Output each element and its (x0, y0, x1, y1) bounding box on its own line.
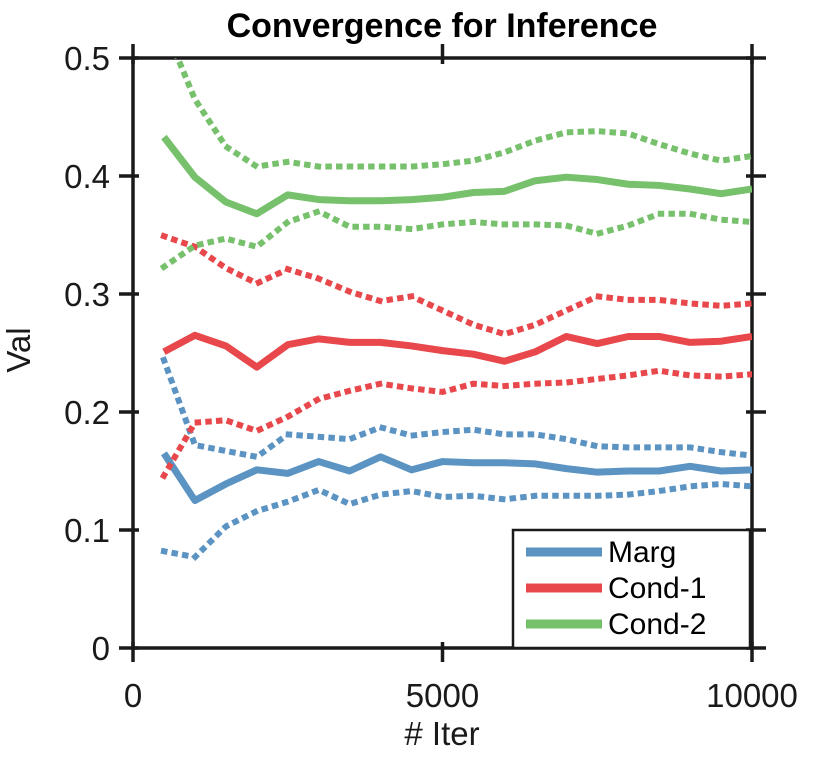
series-cond-2-upper-bound-line (174, 58, 752, 170)
y-tick-label: 0.1 (64, 512, 110, 549)
series-cond-1-mean-line (162, 331, 752, 371)
series-marg-mean-line (161, 451, 752, 504)
y-tick-label: 0 (92, 630, 110, 667)
legend-label-cond-2: Cond-2 (608, 608, 706, 641)
series-lines (159, 58, 752, 561)
series-marg-lower-bound-line (160, 480, 752, 561)
legend-label-cond-1: Cond-1 (608, 572, 706, 605)
y-tick-label: 0.2 (64, 394, 110, 431)
y-tick-label: 0.5 (64, 40, 110, 77)
series-cond-2-lower-bound-line (159, 208, 752, 272)
series-marg-upper-bound-line (160, 356, 752, 460)
legend-label-marg: Marg (608, 536, 676, 569)
series-cond-2-mean-line (161, 134, 752, 218)
legend-item-cond-2: Cond-2 (526, 608, 706, 641)
tick-labels: 0 0.1 0.2 0.3 0.4 0.5 0 5000 10000 (64, 40, 798, 714)
plot-box (131, 56, 754, 650)
y-axis-label: Val (0, 327, 37, 372)
x-tick-label: 0 (124, 677, 142, 714)
chart-title: Convergence for Inference (227, 7, 658, 45)
x-tick-label: 10000 (706, 677, 798, 714)
legend-item-marg: Marg (526, 536, 676, 569)
series-cond-1-lower-bound-line (159, 367, 752, 480)
legend-item-cond-1: Cond-1 (526, 572, 706, 605)
y-tick-label: 0.3 (64, 276, 110, 313)
x-tick-label: 5000 (406, 677, 479, 714)
series-cond-1-upper-bound-line (160, 232, 752, 338)
x-axis-label: # Iter (404, 715, 479, 752)
y-tick-label: 0.4 (64, 158, 110, 195)
